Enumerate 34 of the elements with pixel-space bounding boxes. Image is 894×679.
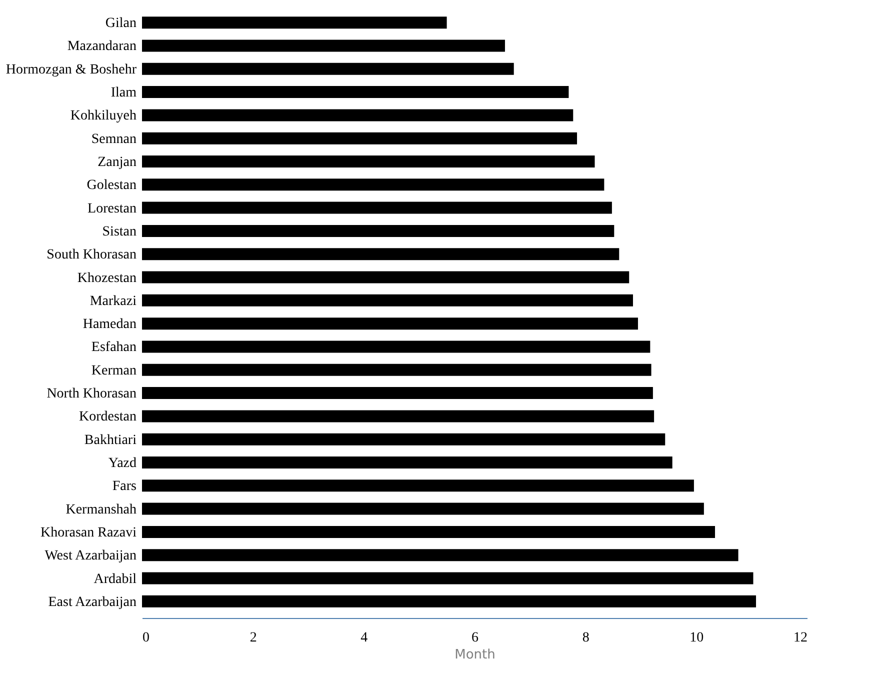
y-tick-label: Zanjan (98, 155, 136, 170)
x-tick-label: 0 (142, 630, 150, 646)
y-tick-label: Yazd (108, 456, 136, 471)
y-tick-label: Mazandaran (67, 39, 136, 54)
x-tick-label: 2 (250, 630, 257, 646)
y-tick-label: Khozestan (77, 270, 136, 286)
y-tick-label: Hormozgan & Boshehr (6, 62, 137, 78)
y-tick-label: Kermanshah (66, 502, 136, 518)
y-tick-label: Ilam (110, 86, 137, 101)
y-tick-label: Sistan (102, 224, 136, 240)
y-tick-label: Bakhtiari (84, 432, 137, 448)
x-tick-label: 10 (690, 630, 704, 646)
x-axis-title: Month (454, 648, 496, 662)
x-tick-label: 12 (794, 630, 808, 646)
x-tick-label: 6 (472, 630, 478, 646)
y-tick-label: Markazi (90, 294, 137, 309)
y-tick-label: Golestan (86, 178, 136, 194)
x-tick-label: 4 (360, 630, 368, 646)
y-tick-label: West Azarbaijan (44, 548, 136, 564)
y-tick-label: Hamedan (82, 317, 136, 332)
y-tick-label: Fars (112, 479, 136, 494)
y-tick-label: Kohkiluyeh (70, 108, 136, 124)
y-tick-label: Lorestan (88, 201, 136, 216)
y-tick-label: East Azarbaijan (48, 594, 136, 610)
y-tick-label: Kordestan (78, 410, 136, 425)
x-tick-label: 8 (582, 630, 590, 646)
y-tick-label: Gilan (105, 16, 136, 32)
y-tick-label: Semnan (91, 132, 136, 147)
y-tick-label: Ardabil (94, 572, 137, 587)
y-tick-label: Esfahan (91, 340, 136, 356)
y-tick-label: Khorasan Razavi (40, 525, 137, 540)
y-tick-label: South Khorasan (46, 248, 136, 263)
y-tick-label: North Khorasan (46, 386, 136, 402)
y-tick-label: Kerman (91, 363, 136, 378)
